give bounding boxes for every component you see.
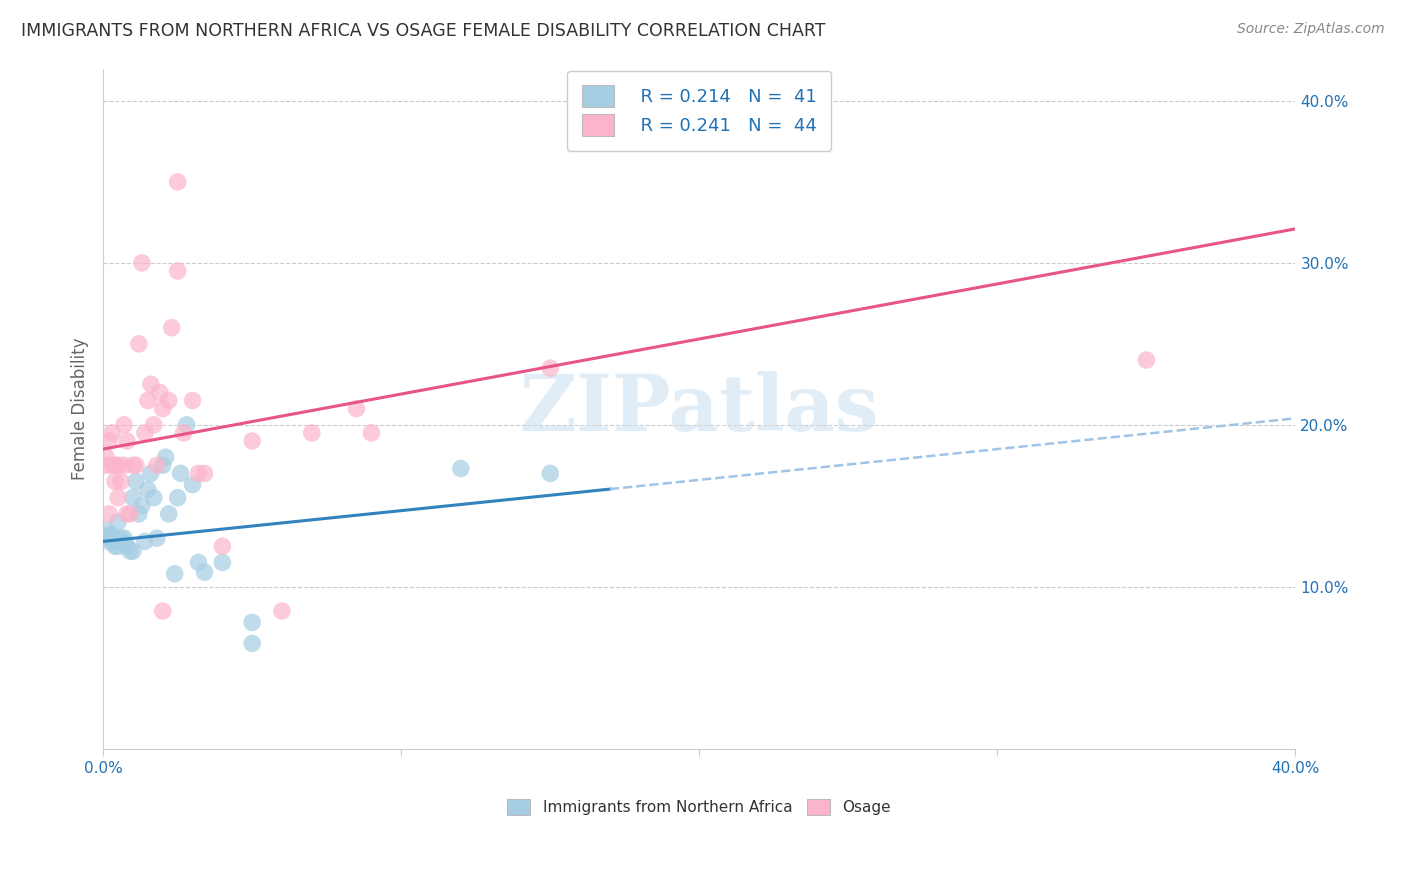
Point (149, 385, 172, 400)
Point (146, 531, 169, 545)
Point (240, 615, 263, 630)
Point (538, 467, 561, 481)
Point (128, 507, 150, 521)
Point (166, 175, 188, 189)
Point (104, 539, 127, 553)
Point (166, 491, 188, 505)
Point (152, 458, 174, 473)
Point (181, 477, 204, 491)
Point (134, 425, 156, 440)
Text: IMMIGRANTS FROM NORTHERN AFRICA VS OSAGE FEMALE DISABILITY CORRELATION CHART: IMMIGRANTS FROM NORTHERN AFRICA VS OSAGE… (21, 22, 825, 40)
Point (94, 523, 117, 537)
Point (98, 507, 121, 521)
Point (101, 531, 124, 545)
Point (176, 417, 198, 432)
Point (271, 604, 294, 618)
Point (152, 604, 174, 618)
Point (107, 539, 129, 553)
Point (134, 534, 156, 549)
Point (193, 565, 215, 579)
Point (360, 425, 382, 440)
Text: Source: ZipAtlas.com: Source: ZipAtlas.com (1237, 22, 1385, 37)
Point (163, 566, 186, 581)
Point (187, 556, 209, 570)
Point (94, 458, 117, 473)
Point (110, 531, 132, 545)
Point (139, 467, 162, 481)
Point (94, 531, 117, 545)
Point (181, 393, 204, 408)
Point (118, 507, 141, 521)
Point (98, 528, 121, 542)
Point (155, 450, 177, 465)
Y-axis label: Female Disability: Female Disability (72, 337, 89, 480)
Point (450, 461, 472, 475)
Point (346, 401, 368, 416)
Point (240, 636, 263, 650)
Point (193, 467, 215, 481)
Point (98, 434, 121, 448)
Point (157, 393, 180, 408)
Point (166, 264, 188, 278)
Point (122, 458, 145, 473)
Point (110, 475, 132, 489)
Point (115, 434, 138, 448)
Point (136, 393, 159, 408)
Point (112, 531, 135, 545)
Point (107, 515, 129, 529)
Legend: Immigrants from Northern Africa, Osage: Immigrants from Northern Africa, Osage (499, 791, 898, 822)
Point (101, 458, 124, 473)
Point (122, 544, 145, 558)
Point (98, 534, 121, 549)
Point (107, 491, 129, 505)
Point (160, 320, 183, 334)
Point (104, 475, 127, 489)
Point (301, 425, 323, 440)
Point (152, 401, 174, 416)
Point (112, 458, 135, 473)
Point (187, 467, 209, 481)
Point (146, 458, 169, 473)
Point (128, 336, 150, 351)
Point (142, 417, 165, 432)
Text: ZIPatlas: ZIPatlas (519, 370, 879, 447)
Point (211, 556, 233, 570)
Point (115, 539, 138, 553)
Point (131, 499, 153, 513)
Point (1135, 353, 1157, 368)
Point (240, 434, 263, 448)
Point (112, 536, 135, 550)
Point (139, 377, 162, 392)
Point (131, 256, 153, 270)
Point (136, 483, 159, 497)
Point (115, 507, 138, 521)
Point (118, 544, 141, 558)
Point (173, 425, 195, 440)
Point (157, 507, 180, 521)
Point (142, 491, 165, 505)
Point (107, 458, 129, 473)
Point (110, 534, 132, 549)
Point (104, 458, 127, 473)
Point (101, 528, 124, 542)
Point (538, 361, 561, 376)
Point (211, 539, 233, 553)
Point (101, 425, 124, 440)
Point (104, 534, 127, 549)
Point (94, 450, 117, 465)
Point (112, 417, 135, 432)
Point (169, 467, 191, 481)
Point (122, 491, 145, 505)
Point (125, 475, 148, 489)
Point (125, 458, 148, 473)
